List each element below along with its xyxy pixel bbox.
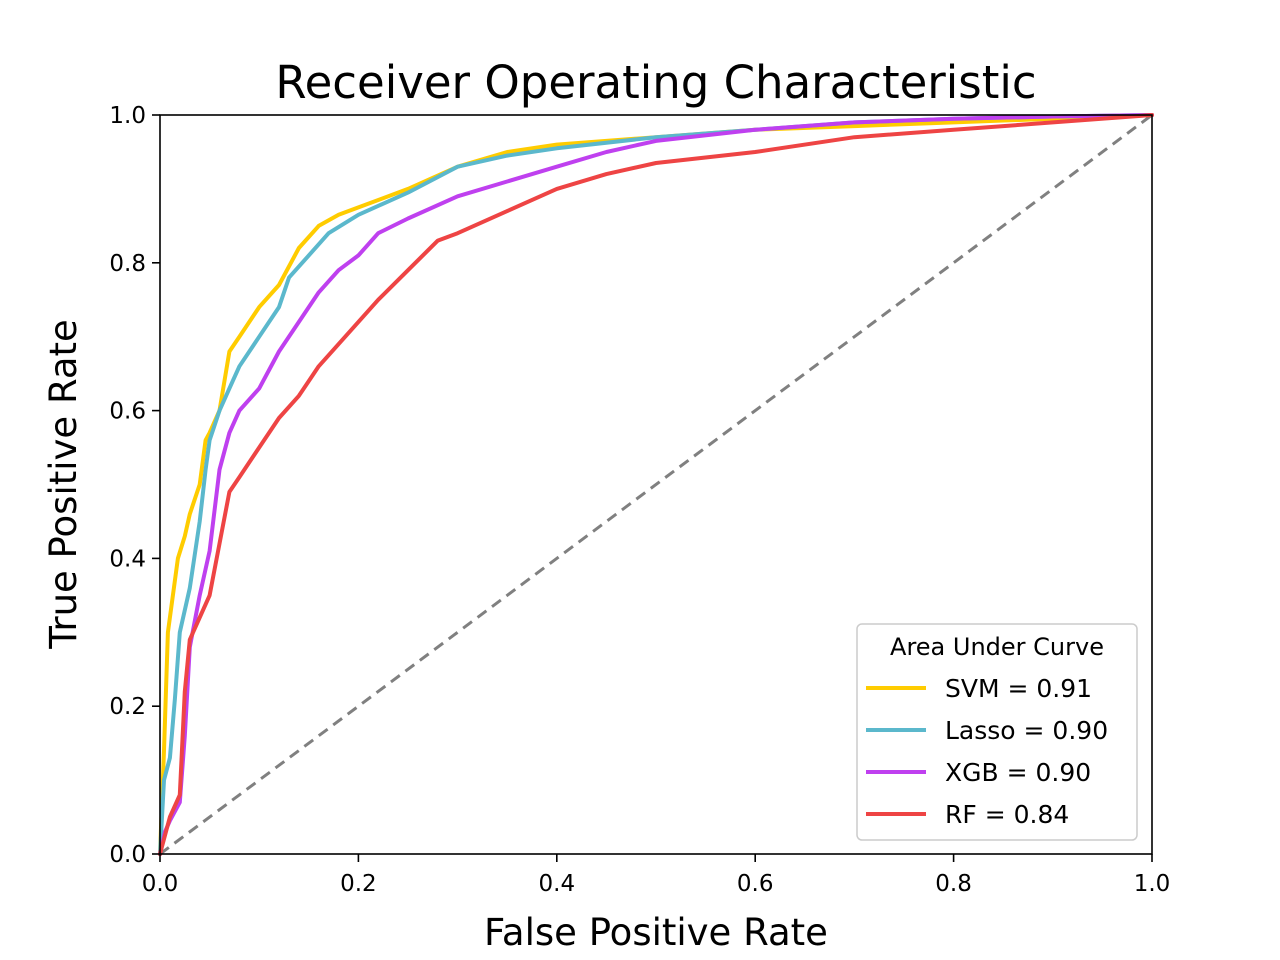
x-tick-label: 0.4 — [539, 871, 576, 897]
legend-label-0: SVM = 0.91 — [945, 674, 1092, 703]
y-tick-label: 0.6 — [109, 399, 146, 425]
legend-label-3: RF = 0.84 — [945, 800, 1069, 829]
plot-frame — [159, 114, 1153, 855]
y-axis-label: True Positive Rate — [42, 319, 85, 650]
x-axis-label: False Positive Rate — [484, 911, 828, 954]
x-tick-label: 0.6 — [737, 871, 774, 897]
legend-label-2: XGB = 0.90 — [945, 758, 1091, 787]
plot-area — [158, 113, 1154, 856]
y-tick-label: 0.2 — [109, 694, 146, 720]
series-group — [158, 113, 1154, 856]
y-axis-ticks: 0.0 0.2 0.4 0.6 0.8 1.0 — [109, 103, 160, 868]
x-axis-ticks: 0.0 0.2 0.4 0.6 0.8 1.0 — [142, 854, 1171, 897]
legend-box — [856, 623, 1138, 841]
y-tick-label: 0.0 — [109, 842, 146, 868]
legend: Area Under Curve SVM = 0.91 Lasso = 0.90 X… — [856, 623, 1138, 841]
y-tick-label: 1.0 — [109, 103, 146, 129]
series-line-3 — [158, 113, 1154, 856]
x-tick-label: 0.2 — [340, 871, 377, 897]
chart-title: Receiver Operating Characteristic — [275, 56, 1036, 109]
legend-items: SVM = 0.91 Lasso = 0.90 XGB = 0.90 RF = 0.8… — [866, 674, 1108, 829]
legend-label-1: Lasso = 0.90 — [945, 716, 1108, 745]
x-tick-label: 1.0 — [1134, 871, 1171, 897]
legend-title: Area Under Curve — [890, 633, 1104, 661]
y-tick-label: 0.8 — [109, 251, 146, 277]
y-tick-label: 0.4 — [109, 546, 146, 572]
x-tick-label: 0.0 — [142, 871, 179, 897]
reference-diagonal-line — [159, 113, 1153, 856]
x-tick-label: 0.8 — [935, 871, 972, 897]
